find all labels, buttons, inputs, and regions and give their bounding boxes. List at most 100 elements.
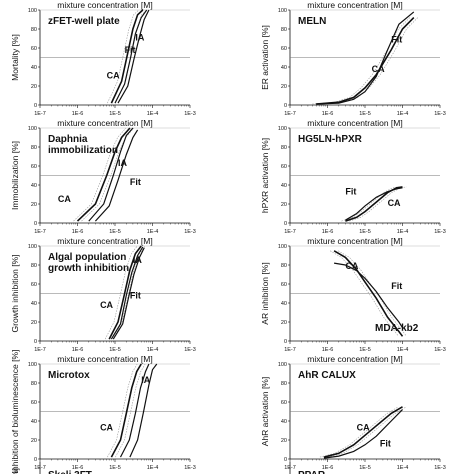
y-tick-label: 100: [28, 126, 37, 132]
y-tick-label: 40: [281, 65, 287, 71]
y-tick-label: 20: [281, 84, 287, 90]
series-ia: [88, 127, 134, 222]
y-tick-label: 40: [31, 65, 37, 71]
annotation-ca: CA: [100, 300, 113, 310]
x-axis-label: mixture concentration [M]: [57, 118, 152, 128]
y-tick-label: 40: [281, 419, 287, 425]
y-tick-label: 20: [31, 438, 37, 444]
panel-1: mixture concentration [M] 0 20 40 60 80 100 1E-…: [10, 0, 196, 117]
x-axis-label: mixture concentration [M]: [57, 236, 152, 246]
ci-band-upper: [341, 186, 399, 222]
y-tick-label: 0: [284, 457, 287, 463]
annotation-ia: IA: [118, 158, 128, 168]
annotation-fit: Fit: [391, 281, 402, 291]
x-tick-label: 1E-4: [397, 229, 409, 235]
x-axis-label: mixture concentration [M]: [307, 118, 402, 128]
panel-title: zFET-well plate: [48, 16, 120, 27]
x-tick-label: 1E-6: [322, 111, 334, 117]
y-tick-label: 80: [281, 145, 287, 151]
y-tick-label: 0: [284, 221, 287, 227]
x-tick-label: 1E-5: [359, 347, 371, 353]
x-tick-label: 1E-7: [34, 229, 46, 235]
x-tick-label: 1E-5: [109, 347, 121, 353]
x-axis-label: mixture concentration [M]: [307, 236, 402, 246]
y-tick-label: 100: [278, 8, 287, 14]
x-tick-label: 1E-6: [72, 111, 84, 117]
annotation-ca: CA: [58, 194, 71, 204]
annotation-ca: CA: [107, 70, 120, 80]
y-tick-label: 80: [31, 27, 37, 33]
x-tick-label: 1E-5: [109, 465, 121, 471]
series-fit: [323, 409, 403, 459]
x-tick-label: 1E-7: [34, 347, 46, 353]
y-tick-label: 60: [31, 400, 37, 406]
series-ca: [108, 245, 142, 340]
y-axis-label: AhR activation [%]: [260, 377, 270, 446]
y-tick-label: 60: [31, 282, 37, 288]
x-axis-label: mixture concentration [M]: [57, 0, 152, 10]
series-fit: [110, 246, 144, 340]
y-tick-label: 0: [34, 457, 37, 463]
ci-band-upper: [312, 17, 411, 105]
x-tick-label: 1E-6: [322, 465, 334, 471]
x-tick-label: 1E-5: [359, 465, 371, 471]
y-axis-label: Growth inhibition [%]: [10, 255, 20, 333]
x-tick-label: 1E-3: [184, 465, 196, 471]
panel-7: mixture concentration [M] 0 20 40 60 80 100 1E-…: [10, 350, 196, 474]
panel-title-line-2: growth inhibition: [48, 263, 129, 274]
annotation-ca: CA: [345, 261, 358, 271]
y-tick-label: 0: [34, 103, 37, 109]
y-tick-label: 80: [31, 381, 37, 387]
annotation-ia: IA: [141, 375, 151, 385]
ci-band-lower: [81, 127, 135, 222]
panel-title: HG5LN-hPXR: [298, 134, 363, 145]
y-tick-label: 100: [278, 362, 287, 368]
ci-band-upper: [107, 9, 140, 104]
series-ca: [76, 127, 131, 222]
series-ca: [333, 250, 404, 337]
bottom-left-title: Skeli 3FT: [48, 470, 92, 474]
y-tick-label: 80: [31, 263, 37, 269]
annotation-ca: CA: [372, 64, 385, 74]
annotation-ca: CA: [388, 198, 401, 208]
panel-title: Daphnia: [48, 134, 88, 145]
panel-4: mixture concentration [M] 0 20 40 60 80 100 1E-…: [260, 118, 446, 235]
x-tick-label: 1E-5: [359, 229, 371, 235]
x-tick-label: 1E-3: [184, 347, 196, 353]
x-tick-label: 1E-6: [72, 347, 84, 353]
x-tick-label: 1E-7: [284, 111, 296, 117]
x-tick-label: 1E-7: [284, 347, 296, 353]
ci-band-lower: [327, 406, 407, 458]
x-tick-label: 1E-4: [147, 111, 159, 117]
series-ia: [117, 9, 150, 104]
annotation-ca: CA: [357, 423, 370, 433]
y-tick-label: 20: [31, 84, 37, 90]
x-tick-label: 1E-4: [397, 111, 409, 117]
annotation-fit: Fit: [125, 45, 136, 55]
panel-title: AhR CALUX: [298, 370, 356, 381]
y-tick-label: 0: [34, 339, 37, 345]
x-tick-label: 1E-4: [147, 347, 159, 353]
x-tick-label: 1E-4: [147, 465, 159, 471]
x-tick-label: 1E-5: [359, 111, 371, 117]
series-fit: [345, 187, 403, 221]
x-tick-label: 1E-3: [434, 111, 446, 117]
y-tick-label: 100: [28, 8, 37, 14]
y-tick-label: 80: [31, 145, 37, 151]
series-fit: [316, 11, 415, 105]
ci-band-upper: [107, 363, 138, 458]
y-axis-label: hPXR activation [%]: [260, 138, 270, 213]
series-ia: [129, 363, 158, 458]
ci-band-lower: [349, 186, 407, 222]
y-tick-label: 0: [284, 103, 287, 109]
y-tick-label: 60: [31, 46, 37, 52]
y-tick-label: 80: [281, 381, 287, 387]
panel-title: Microtox: [48, 370, 90, 381]
annotation-fit: Fit: [391, 34, 402, 44]
annotation-ca: CA: [100, 423, 113, 433]
y-axis-label: ER activation [%]: [260, 25, 270, 90]
ci-band-upper: [329, 250, 399, 337]
series-ca: [323, 406, 403, 458]
x-tick-label: 1E-6: [72, 465, 84, 471]
